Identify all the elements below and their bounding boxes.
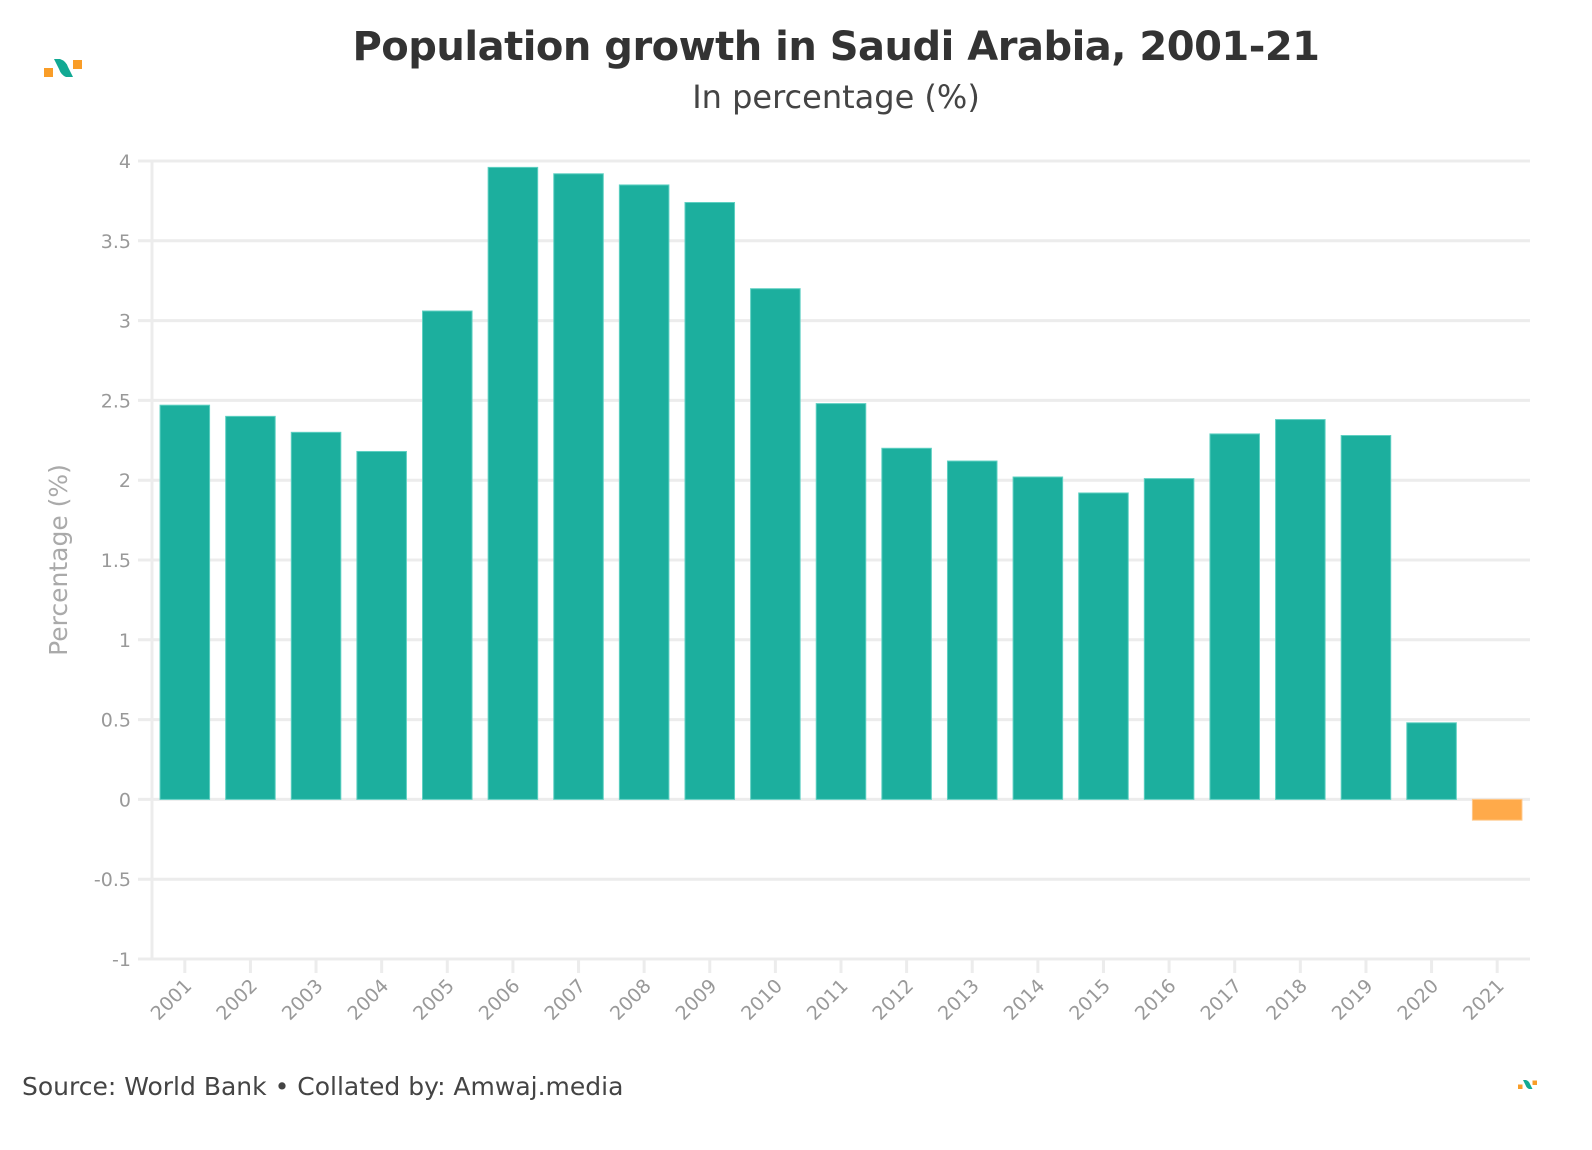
bars: [159, 166, 1523, 821]
bar-2015[interactable]: [1078, 492, 1129, 800]
bar-2016[interactable]: [1143, 478, 1195, 800]
y-tick-label: 4: [119, 151, 131, 173]
bar-2005[interactable]: [422, 310, 473, 800]
bar-2013[interactable]: [946, 460, 998, 800]
x-tick-label: 2013: [934, 975, 984, 1025]
bar-2004[interactable]: [356, 450, 407, 800]
bar-2019[interactable]: [1340, 435, 1392, 800]
chart-subtitle: In percentage (%): [0, 78, 1592, 116]
y-tick-label: 1.5: [101, 550, 131, 572]
x-tick-label: 2016: [1131, 975, 1181, 1025]
bar-2020[interactable]: [1406, 722, 1457, 800]
bar-2012[interactable]: [881, 447, 932, 800]
x-tick-label: 2021: [1459, 975, 1509, 1025]
source-footer: Source: World Bank • Collated by: Amwaj.…: [22, 1072, 624, 1101]
y-axis-title: Percentage (%): [44, 464, 73, 656]
bar-2002[interactable]: [225, 415, 276, 800]
bar-2014[interactable]: [1012, 476, 1064, 800]
bar-2008[interactable]: [618, 184, 670, 800]
x-tick-label: 2014: [1000, 975, 1050, 1025]
y-tick-label: -0.5: [94, 869, 131, 891]
x-tick-label: 2020: [1393, 975, 1443, 1025]
bar-2010[interactable]: [750, 288, 801, 800]
x-tick-label: 2004: [343, 975, 393, 1025]
y-axis: -1 -0.5 0 0.5 1 1.5 2 2.5 3 3.5 4: [94, 151, 154, 971]
chart-subtitle-text: In percentage (%): [692, 78, 980, 116]
bar-2001[interactable]: [159, 404, 211, 800]
x-axis: 2001 2002 2003 2004 2005 2006 2007 2008 2009 2010…: [138, 957, 1530, 1025]
x-tick-label: 2003: [278, 975, 328, 1025]
x-tick-label: 2018: [1262, 975, 1312, 1025]
amwaj-logo-icon: [44, 59, 82, 77]
x-tick-label: 2008: [606, 975, 656, 1025]
y-tick-label: 0.5: [101, 710, 131, 732]
chart-title-text: Population growth in Saudi Arabia, 2001-…: [352, 24, 1320, 70]
bar-2011[interactable]: [815, 403, 867, 800]
x-tick-label: 2002: [212, 975, 262, 1025]
x-tick-label: 2012: [868, 975, 918, 1025]
x-tick-label: 2015: [1065, 975, 1115, 1025]
bar-2021[interactable]: [1471, 798, 1523, 821]
y-tick-label: 3: [119, 311, 131, 333]
x-tick-label: 2011: [803, 975, 853, 1025]
y-tick-label: 3.5: [101, 231, 131, 253]
bar-2007[interactable]: [553, 173, 604, 800]
brand-logo-top: [42, 59, 86, 86]
y-tick-label: 0: [119, 789, 131, 811]
y-tick-label: 2: [119, 470, 131, 492]
x-tick-label: 2005: [409, 975, 459, 1025]
chart-title: Population growth in Saudi Arabia, 2001-…: [0, 24, 1592, 70]
bar-chart: -1 -0.5 0 0.5 1 1.5 2 2.5 3 3.5 4 2001 2002 2003 2004…: [44, 151, 1530, 1025]
bar-2006[interactable]: [487, 166, 539, 800]
x-tick-label: 2009: [672, 975, 722, 1025]
bar-2017[interactable]: [1209, 433, 1260, 800]
y-tick-label: 2.5: [101, 390, 131, 412]
x-tick-label: 2001: [147, 975, 197, 1025]
bar-2018[interactable]: [1275, 419, 1326, 800]
bar-2009[interactable]: [684, 201, 736, 800]
x-tick-label: 2007: [540, 975, 590, 1025]
x-tick-label: 2017: [1196, 975, 1246, 1025]
brand-logo-bottom: [1517, 1078, 1539, 1096]
x-tick-label: 2006: [475, 975, 525, 1025]
amwaj-logo-icon: [1518, 1080, 1537, 1089]
bar-2003[interactable]: [290, 431, 342, 800]
x-tick-label: 2010: [737, 975, 787, 1025]
x-tick-label: 2019: [1328, 975, 1378, 1025]
y-tick-label: 1: [119, 630, 131, 652]
y-tick-label: -1: [112, 949, 131, 971]
